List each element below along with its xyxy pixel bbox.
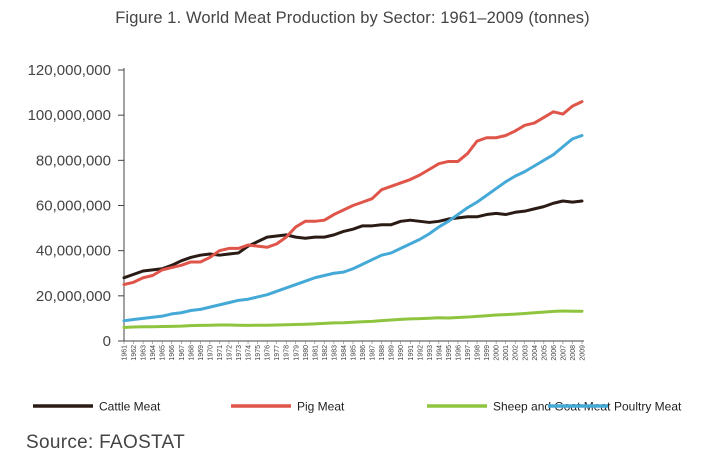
x-tick-label: 1969 xyxy=(198,345,205,361)
x-tick-label: 1987 xyxy=(370,345,377,361)
x-tick-label: 1991 xyxy=(408,345,415,361)
source-note: Source: FAOSTAT xyxy=(26,432,186,453)
x-tick-label: 1981 xyxy=(312,345,319,361)
x-tick-label: 1979 xyxy=(293,345,300,361)
series-line-sheep-and-goat-meat xyxy=(122,309,584,329)
x-tick-label: 1967 xyxy=(179,345,186,361)
legend-label-poultry-meat: Poultry Meat xyxy=(614,400,682,414)
y-tick-label: 60,000,000 xyxy=(36,198,111,215)
x-tick-label: 1988 xyxy=(379,345,386,361)
chart-title: Figure 1. World Meat Production by Secto… xyxy=(115,9,590,27)
x-tick-label: 1990 xyxy=(398,345,405,361)
y-tick-label: 0 xyxy=(103,333,111,350)
y-tick-label: 100,000,000 xyxy=(28,107,111,124)
x-tick-label: 1989 xyxy=(389,345,396,361)
x-tick-label: 1999 xyxy=(484,345,491,361)
x-tick-label: 1980 xyxy=(303,345,310,361)
x-tick-label: 1982 xyxy=(322,345,329,361)
x-tick-label: 2004 xyxy=(532,345,539,361)
x-tick-label: 2006 xyxy=(551,345,558,361)
x-tick-label: 1975 xyxy=(255,345,262,361)
x-tick-label: 1995 xyxy=(446,345,453,361)
x-tick-label: 1973 xyxy=(236,345,243,361)
y-tick-label: 80,000,000 xyxy=(36,152,111,169)
series-line-cattle-meat xyxy=(122,199,584,280)
x-tick-label: 2009 xyxy=(580,345,587,361)
y-tick-label: 120,000,000 xyxy=(28,62,111,79)
x-tick-label: 1983 xyxy=(331,345,338,361)
legend-label-cattle-meat: Cattle Meat xyxy=(99,400,161,414)
x-tick-label: 2002 xyxy=(513,345,520,361)
x-tick-label: 2000 xyxy=(494,345,501,361)
x-tick-label: 2008 xyxy=(570,345,577,361)
x-tick-label: 1997 xyxy=(465,345,472,361)
x-tick-label: 1992 xyxy=(417,345,424,361)
x-tick-label: 1984 xyxy=(341,345,348,361)
x-tick-label: 2001 xyxy=(503,345,510,361)
x-tick-label: 1962 xyxy=(131,345,138,361)
x-tick-label: 1966 xyxy=(169,345,176,361)
x-tick-label: 2003 xyxy=(522,345,529,361)
x-tick-label: 1994 xyxy=(436,345,443,361)
x-tick-label: 1993 xyxy=(427,345,434,361)
y-tick-label: 40,000,000 xyxy=(36,243,111,260)
x-tick-label: 1986 xyxy=(360,345,367,361)
legend-label-pig-meat: Pig Meat xyxy=(297,400,345,414)
x-tick-label: 2005 xyxy=(541,345,548,361)
x-axis-ticks: 1961 1962 1963 1964 1965 1966 1967 1968 1969 1970… xyxy=(122,341,587,361)
x-tick-label: 1968 xyxy=(188,345,195,361)
series-line-pig-meat xyxy=(122,100,584,287)
x-tick-label: 1976 xyxy=(265,345,272,361)
x-tick-label: 1985 xyxy=(351,345,358,361)
x-tick-label: 1978 xyxy=(284,345,291,361)
x-tick-label: 1996 xyxy=(455,345,462,361)
x-tick-label: 1972 xyxy=(226,345,233,361)
x-tick-label: 1970 xyxy=(207,345,214,361)
x-tick-label: 1998 xyxy=(475,345,482,361)
y-tick-label: 20,000,000 xyxy=(36,288,111,305)
x-tick-label: 2007 xyxy=(560,345,567,361)
line-chart: 0 20,000,000 40,000,000 60,000,000 80,000,00… xyxy=(28,62,682,414)
x-tick-label: 1961 xyxy=(122,345,129,361)
x-tick-label: 1974 xyxy=(246,345,253,361)
x-tick-label: 1963 xyxy=(141,345,148,361)
x-tick-label: 1971 xyxy=(217,345,224,361)
series-line-poultry-meat xyxy=(122,133,584,323)
y-axis-ticks: 0 20,000,000 40,000,000 60,000,000 80,000,00… xyxy=(28,62,124,350)
x-tick-label: 1965 xyxy=(160,345,167,361)
x-tick-label: 1977 xyxy=(274,345,281,361)
x-tick-label: 1964 xyxy=(150,345,157,361)
series-lines xyxy=(122,100,584,329)
